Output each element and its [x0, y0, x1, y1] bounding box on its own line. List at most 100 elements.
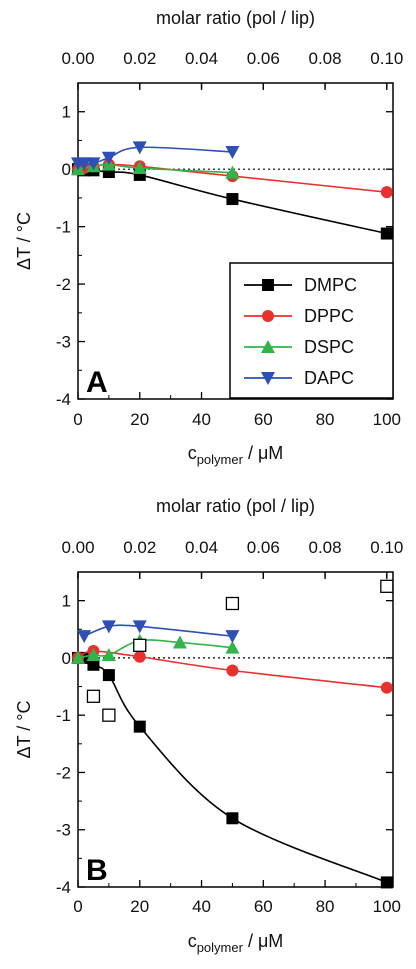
data-point [172, 635, 187, 649]
x-axis-title: cpolymer / μM [188, 443, 284, 467]
legend-marker [262, 279, 274, 291]
series-line [78, 146, 233, 165]
series-line [77, 639, 233, 659]
x-tick-label: 80 [316, 410, 335, 429]
data-point [77, 630, 92, 644]
top-tick-label: 0.08 [309, 49, 342, 68]
top-tick-label: 0.00 [61, 49, 94, 68]
x-axis-title-main: c [188, 443, 197, 463]
data-point [77, 157, 92, 171]
data-point [226, 812, 239, 825]
x-tick-label: 0 [73, 410, 82, 429]
x-tick-label: 100 [373, 897, 401, 916]
panel-label: B [86, 854, 108, 887]
legend-marker [261, 340, 275, 353]
top-tick-label: 0.06 [247, 538, 280, 557]
legend-label: DMPC [304, 275, 357, 295]
y-tick-label: -3 [56, 821, 71, 840]
y-tick-label: -1 [56, 706, 71, 725]
chart-panel-B: 0 20 40 60 80 100 0.00 0.02 0.04 0.06 0.08 0.10 mola… [14, 496, 403, 955]
y-tick-label: 0 [62, 160, 71, 179]
data-point [133, 638, 147, 652]
x-axis-title-subscript: polymer [197, 940, 244, 955]
data-point [132, 161, 147, 175]
legend-label: DAPC [304, 368, 354, 388]
top-axis-title: molar ratio (pol / lip) [156, 496, 315, 516]
x-tick-label: 100 [373, 410, 401, 429]
data-point [226, 664, 239, 677]
top-tick-label: 0.02 [123, 49, 156, 68]
data-point [225, 596, 240, 611]
legend-marker [261, 372, 275, 385]
top-tick-label: 0.06 [247, 49, 280, 68]
legend-label: DSPC [304, 337, 354, 357]
top-tick-label: 0.04 [185, 538, 218, 557]
x-axis-title-main: c [188, 931, 197, 951]
panel-label: A [86, 366, 108, 399]
legend-marker [262, 310, 274, 322]
y-axis-title: ΔT / °C [14, 212, 34, 270]
x-axis-title: cpolymer / μM [188, 931, 284, 955]
top-tick-label: 0.00 [61, 538, 94, 557]
x-tick-label: 60 [254, 410, 273, 429]
data-point [86, 689, 101, 703]
data-point [380, 227, 393, 240]
x-tick-label: 60 [254, 897, 273, 916]
data-point [101, 151, 116, 165]
x-axis-title-subscript: polymer [197, 452, 244, 467]
x-tick-label: 20 [130, 897, 149, 916]
data-point [102, 708, 116, 722]
x-tick-label: 40 [192, 897, 211, 916]
x-axis-title-unit: / μM [243, 931, 283, 951]
top-tick-label: 0.02 [123, 538, 156, 557]
y-tick-label: -2 [56, 763, 71, 782]
series-line [77, 656, 388, 884]
legend: DMPC DPPC DSPC DAPC [229, 262, 394, 399]
data-point [225, 630, 240, 644]
data-point [86, 157, 101, 171]
y-tick-label: -3 [56, 333, 71, 352]
data-point [380, 681, 393, 694]
x-axis-title-unit: / μM [243, 443, 283, 463]
data-point [225, 145, 240, 159]
data-point [133, 720, 146, 733]
top-tick-label: 0.04 [185, 49, 218, 68]
y-axis-title: ΔT / °C [14, 701, 34, 759]
y-tick-label: -2 [56, 275, 71, 294]
y-tick-label: -4 [56, 390, 71, 409]
data-point [380, 579, 394, 593]
top-tick-label: 0.10 [370, 49, 403, 68]
data-point [380, 876, 393, 889]
data-point [101, 620, 116, 634]
data-point [225, 640, 240, 654]
x-tick-label: 0 [73, 897, 82, 916]
data-point [133, 650, 146, 663]
data-point [225, 165, 240, 179]
top-axis-title: molar ratio (pol / lip) [156, 8, 315, 28]
series-line [83, 624, 233, 637]
y-tick-label: 1 [62, 103, 71, 122]
top-tick-label: 0.10 [370, 538, 403, 557]
series-dmpc [72, 651, 393, 889]
series-dspc [71, 633, 240, 664]
x-tick-label: 40 [192, 410, 211, 429]
x-tick-label: 20 [130, 410, 149, 429]
plot-frame [77, 571, 394, 888]
y-tick-label: -4 [56, 878, 71, 897]
series-open-squares [86, 579, 394, 722]
data-point [71, 650, 85, 664]
data-point [86, 648, 101, 662]
plot-frame [77, 82, 394, 400]
data-point [102, 669, 115, 682]
data-point [226, 193, 239, 206]
data-point [380, 186, 393, 199]
x-tick-label: 80 [316, 897, 335, 916]
y-tick-label: 0 [62, 649, 71, 668]
chart-panel-A: 0 20 40 60 80 100 0.00 0.02 0.04 0.06 0.08 0.10 mola… [14, 8, 403, 467]
series-dapc [77, 620, 240, 644]
data-point [87, 658, 100, 671]
data-point [132, 141, 147, 155]
legend-label: DPPC [304, 306, 354, 326]
data-point [101, 648, 116, 662]
